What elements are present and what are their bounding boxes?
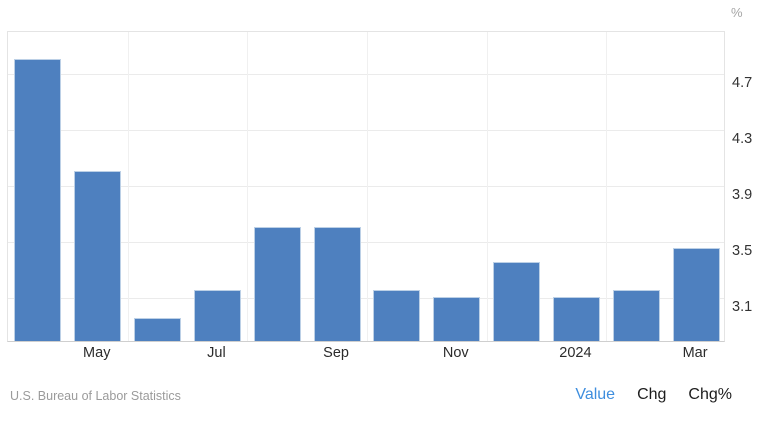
bar[interactable]	[553, 297, 600, 341]
vertical-gridline	[367, 32, 368, 341]
vertical-gridline	[487, 32, 488, 341]
bar[interactable]	[673, 248, 720, 341]
bar[interactable]	[314, 227, 361, 341]
bar[interactable]	[613, 290, 660, 341]
series-toggle-value[interactable]: Value	[575, 386, 616, 403]
y-axis-tick-label: 3.9	[732, 187, 753, 204]
gridline	[8, 298, 724, 300]
x-axis-tick-label: May	[83, 345, 111, 361]
vertical-gridline	[128, 32, 129, 341]
gridline	[8, 186, 724, 188]
bar[interactable]	[433, 297, 480, 341]
bar[interactable]	[493, 262, 540, 341]
bar-series	[8, 32, 724, 341]
y-axis-tick-label: 3.1	[732, 299, 753, 316]
gridline	[8, 74, 724, 76]
bar[interactable]	[134, 318, 181, 341]
bar[interactable]	[14, 59, 61, 341]
y-axis-tick-label: 4.7	[732, 75, 753, 92]
chart-footer: U.S. Bureau of Labor Statistics Value Chg…	[0, 386, 768, 422]
x-axis-tick-label: Jul	[207, 345, 226, 361]
bar[interactable]	[373, 290, 420, 341]
series-toggle-chg[interactable]: Chg	[637, 386, 667, 403]
bar[interactable]	[74, 171, 121, 341]
y-axis: 4.7 4.3 3.9 3.5 3.1	[726, 0, 768, 360]
series-toggle-group: Value Chg Chg%	[575, 386, 732, 404]
gridline	[8, 242, 724, 244]
x-axis-tick-label: Sep	[323, 345, 349, 361]
x-axis: May Jul Sep Nov 2024 Mar	[0, 345, 768, 371]
y-axis-tick-label: 3.5	[732, 243, 753, 260]
bar[interactable]	[194, 290, 241, 341]
plot-area	[7, 31, 725, 342]
series-toggle-chgpct[interactable]: Chg%	[688, 386, 732, 403]
vertical-gridline	[247, 32, 248, 341]
y-axis-tick-label: 4.3	[732, 131, 753, 148]
bar[interactable]	[254, 227, 301, 341]
x-axis-tick-label: 2024	[559, 345, 592, 361]
x-axis-tick-label: Mar	[682, 345, 708, 361]
source-attribution: U.S. Bureau of Labor Statistics	[10, 389, 181, 403]
vertical-gridline	[606, 32, 607, 341]
gridline	[8, 130, 724, 132]
x-axis-tick-label: Nov	[442, 345, 469, 361]
y-axis-unit-label: %	[731, 5, 743, 20]
